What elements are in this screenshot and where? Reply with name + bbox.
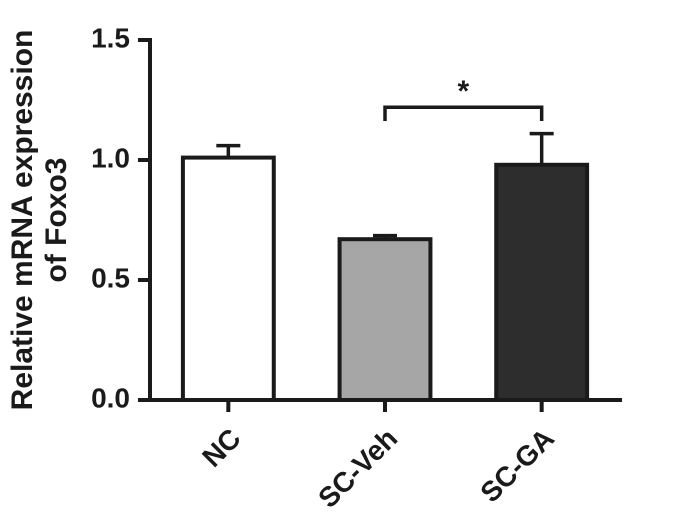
svg-text:1.0: 1.0	[91, 142, 130, 173]
svg-text:0.0: 0.0	[91, 382, 130, 413]
bar-chart: 0.00.51.01.5NCSC-VehSC-GA*Relative mRNA …	[0, 0, 676, 528]
svg-text:of Foxo3: of Foxo3	[40, 158, 73, 283]
svg-text:1.5: 1.5	[91, 22, 130, 53]
svg-text:0.5: 0.5	[91, 262, 130, 293]
svg-text:*: *	[457, 75, 469, 108]
chart-container: 0.00.51.01.5NCSC-VehSC-GA*Relative mRNA …	[0, 0, 676, 528]
svg-text:Relative mRNA expression: Relative mRNA expression	[6, 30, 39, 411]
